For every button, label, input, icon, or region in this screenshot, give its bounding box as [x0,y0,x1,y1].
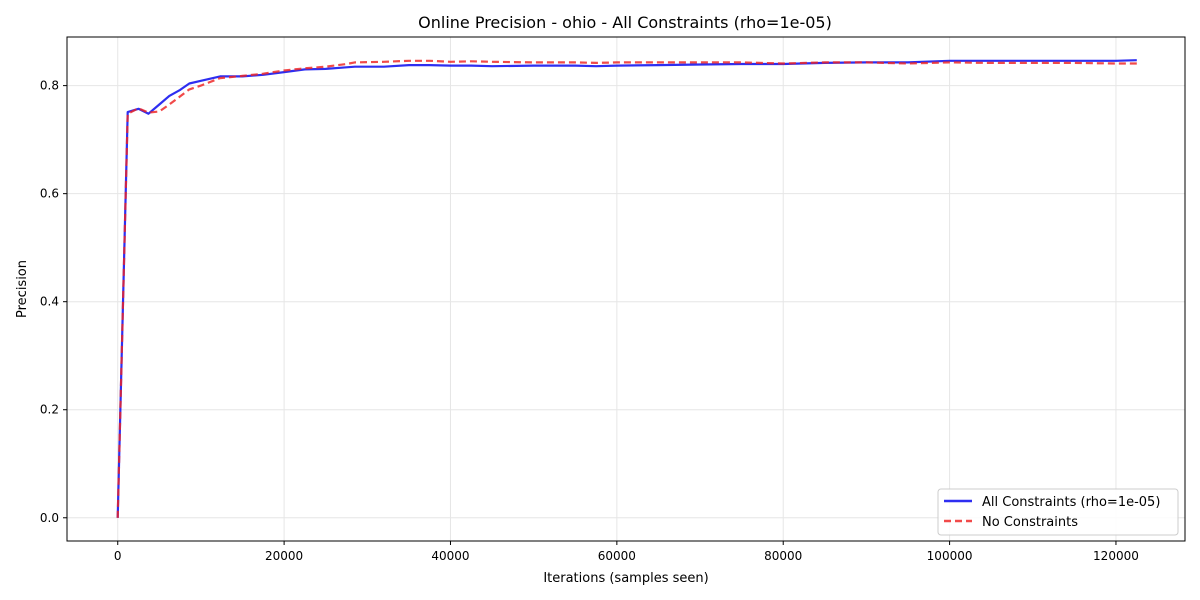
series-line-all-constraints [116,59,1137,518]
x-axis-label: Iterations (samples seen) [543,571,708,586]
y-tick-label: 0.0 [40,511,59,525]
y-tick-label: 0.8 [40,79,59,93]
tick-layer: 0 20000 40000 60000 80000 100000 120000 0.0 0.2 0… [40,79,1139,563]
grid-layer [67,37,1185,541]
series-line-no-constraints [116,59,1137,518]
x-tick-label: 60000 [598,549,636,563]
x-tick-label: 100000 [927,549,973,563]
x-tick-label: 120000 [1093,549,1139,563]
plot-frame [66,36,1186,542]
legend-frame [937,488,1179,536]
x-tick-label: 40000 [431,549,469,563]
legend-label-no-constraints: No Constraints [982,515,1078,530]
x-tick-label: 80000 [764,549,802,563]
plot-area [67,37,1185,541]
y-tick-label: 0.4 [40,295,59,309]
x-tick-label: 20000 [265,549,303,563]
chart-title: Online Precision - ohio - All Constraint… [418,13,832,32]
legend-label-all-constraints: All Constraints (rho=1e-05) [982,495,1160,510]
series-layer [116,59,1137,518]
y-axis-label: Precision [15,260,30,318]
x-tick-label: 0 [114,549,122,563]
y-tick-label: 0.2 [40,403,59,417]
y-tick-label: 0.6 [40,187,59,201]
legend: All Constraints (rho=1e-05) No Constrain… [937,488,1179,536]
